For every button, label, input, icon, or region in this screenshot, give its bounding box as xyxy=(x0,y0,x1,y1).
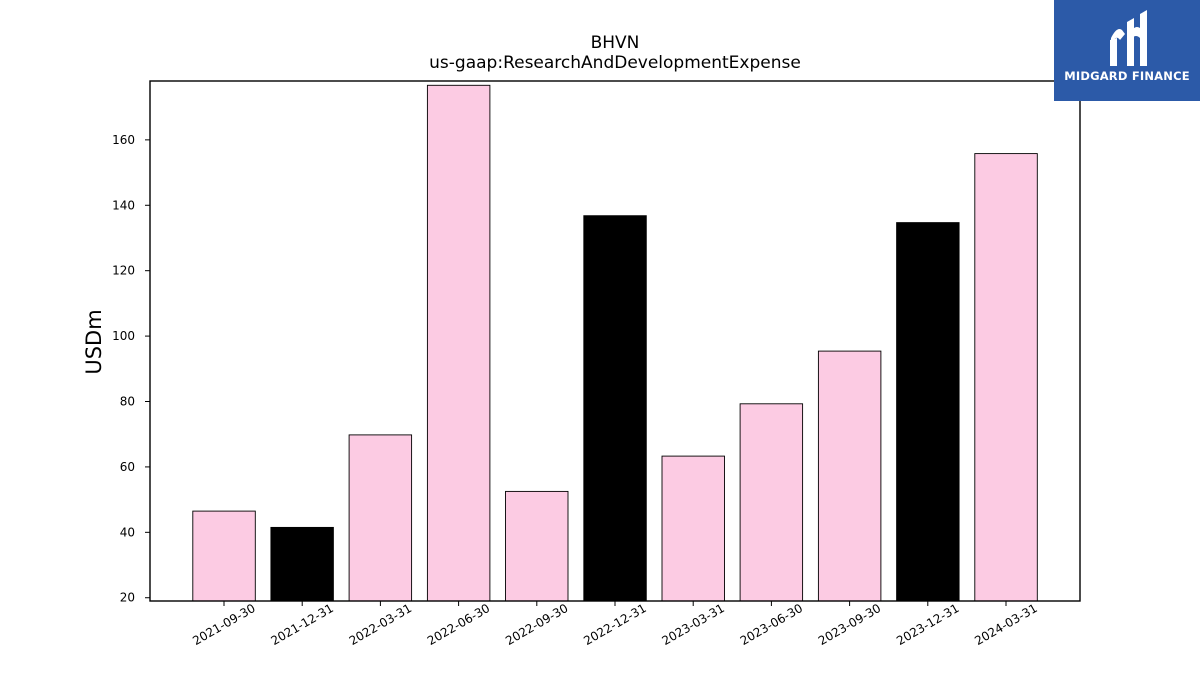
bar-2021-12-31 xyxy=(270,526,334,602)
bar-2023-06-30 xyxy=(739,403,804,602)
y-tick-label: 100 xyxy=(112,329,135,343)
x-tick-label: 2022-12-31 xyxy=(581,601,648,648)
bar-2022-03-31 xyxy=(348,434,413,602)
bar-2024-03-31 xyxy=(974,153,1038,602)
plot-frame xyxy=(149,80,1081,602)
y-tick-label: 140 xyxy=(112,198,135,212)
bar-2022-09-30 xyxy=(505,490,569,602)
bar-2023-03-31 xyxy=(661,455,725,602)
bar-2022-12-31 xyxy=(583,215,647,602)
x-ticks-group: 2021-09-30 2021-12-31 2022-03-31 2022-06-30… xyxy=(190,601,1040,648)
bar-2023-12-31 xyxy=(896,222,960,602)
y-axis-label: USDm xyxy=(82,309,106,374)
logo-wordmark: MIDGARD FINANCE xyxy=(1064,69,1190,83)
y-tick-label: 160 xyxy=(112,133,135,147)
y-tick-label: 80 xyxy=(120,395,135,409)
x-tick-label: 2023-12-31 xyxy=(894,601,961,648)
x-tick-label: 2022-03-31 xyxy=(347,601,414,648)
chart-title: BHVN xyxy=(591,33,640,53)
y-tick-label: 60 xyxy=(120,460,135,474)
bar-2022-06-30 xyxy=(426,84,491,602)
y-tick-label: 40 xyxy=(120,525,135,539)
x-tick-label: 2021-12-31 xyxy=(268,601,335,648)
y-tick-label: 120 xyxy=(112,264,135,278)
y-tick-label: 20 xyxy=(120,591,135,605)
bar-2023-09-30 xyxy=(817,350,882,602)
x-tick-label: 2023-09-30 xyxy=(816,601,883,648)
midgard-logo-icon xyxy=(1110,10,1147,66)
y-ticks-group: 20 40 60 80 100 120 140 160 xyxy=(112,133,150,605)
x-tick-label: 2023-03-31 xyxy=(659,601,726,648)
x-tick-label: 2021-09-30 xyxy=(190,601,257,648)
chart-subtitle: us-gaap:ResearchAndDevelopmentExpense xyxy=(429,53,801,73)
bar-2021-09-30 xyxy=(192,510,256,602)
x-tick-label: 2024-03-31 xyxy=(972,601,1039,648)
x-tick-label: 2022-09-30 xyxy=(503,601,570,648)
brand-logo: MIDGARD FINANCE xyxy=(1054,0,1200,101)
x-tick-label: 2023-06-30 xyxy=(738,601,805,648)
x-tick-label: 2022-06-30 xyxy=(425,601,492,648)
bars-group xyxy=(192,84,1038,602)
